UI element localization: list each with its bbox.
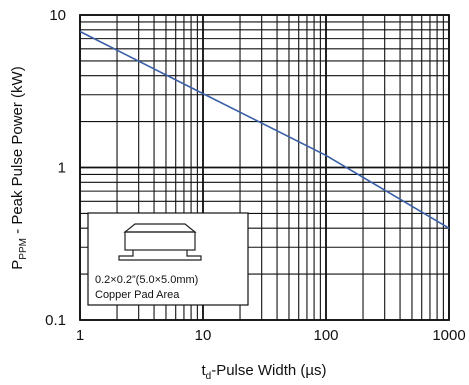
y-tick-label: 1 [58, 160, 66, 177]
plot-frame [79, 14, 450, 321]
x-tick-label: 1000 [432, 327, 465, 344]
tick-labels: 1 10 100 1000 10 1 0.1 [45, 7, 466, 344]
x-tick-label: 1 [76, 327, 84, 344]
x-tick-label: 10 [195, 327, 212, 344]
y-axis-title: PPPM - Peak Pulse Power (kW) [9, 66, 29, 269]
y-axis-title-rest: - Peak Pulse Power (kW) [9, 66, 26, 238]
smd-package-icon [118, 223, 202, 261]
y-tick-label: 0.1 [45, 312, 66, 329]
series-line [79, 30, 450, 229]
inset-dimension-label: 0.2×0.2”(5.0×5.0mm) [95, 274, 198, 286]
y-axis-title-subscript: PPM [18, 238, 29, 260]
x-axis-title-subscript: d [206, 371, 212, 382]
x-axis-title-rest: -Pulse Width (µs) [211, 362, 326, 379]
y-axis-title-main: P [9, 260, 26, 270]
inset-box [87, 212, 249, 306]
x-axis-title-main: t [201, 362, 206, 379]
x-axis-title: td-Pulse Width (µs) [201, 362, 326, 382]
x-tick-label: 100 [313, 327, 338, 344]
y-tick-label: 10 [49, 7, 66, 24]
copper-pad-inset: 0.2×0.2”(5.0×5.0mm) Copper Pad Area [87, 212, 249, 306]
inset-area-label: Copper Pad Area [95, 289, 180, 301]
